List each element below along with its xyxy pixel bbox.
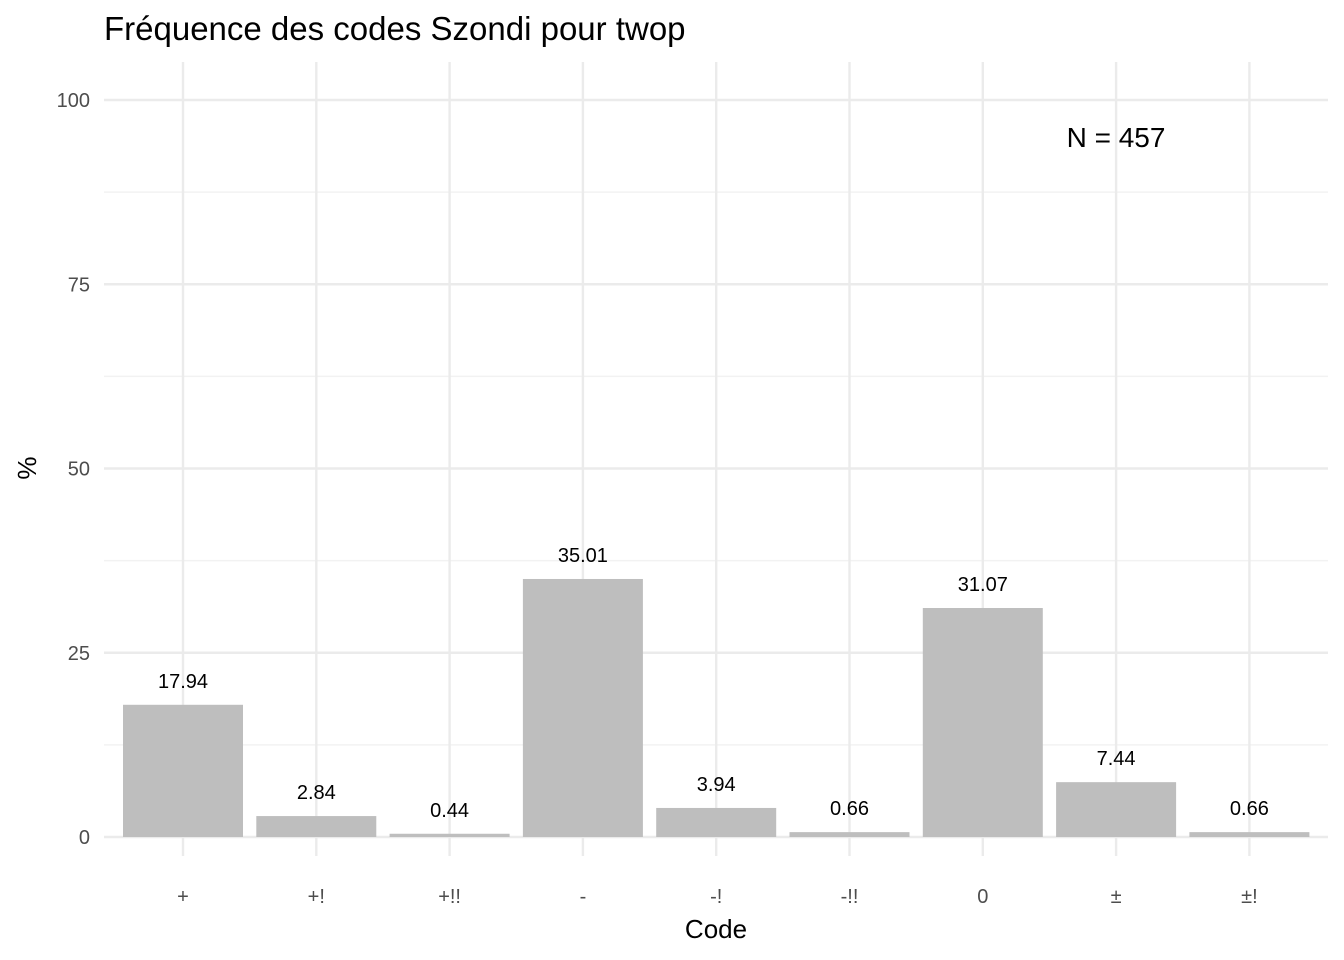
bar bbox=[256, 816, 377, 837]
y-tick-labels: 0 25 50 75 100 bbox=[57, 90, 90, 849]
bar bbox=[656, 807, 777, 837]
data-label: 0.66 bbox=[830, 798, 869, 820]
y-tick-label: 0 bbox=[79, 827, 90, 849]
y-tick-label: 75 bbox=[68, 274, 90, 296]
bar bbox=[922, 608, 1043, 837]
data-label: 7.44 bbox=[1097, 748, 1136, 770]
data-label: 35.01 bbox=[558, 545, 608, 567]
data-label: 0.44 bbox=[430, 800, 469, 822]
bar bbox=[123, 704, 243, 837]
data-labels: 17.94 2.84 0.44 35.01 3.94 0.66 31.07 7.44 0.66 bbox=[158, 545, 1269, 822]
x-tick-label: ± bbox=[1111, 886, 1122, 908]
x-tick-label: 0 bbox=[977, 886, 988, 908]
grid bbox=[104, 62, 1328, 856]
x-tick-label: -! bbox=[710, 886, 722, 908]
bar bbox=[389, 833, 510, 837]
y-tick-label: 50 bbox=[68, 459, 90, 481]
sample-size-annotation: N = 457 bbox=[1067, 122, 1166, 153]
data-label: 3.94 bbox=[697, 774, 736, 796]
data-label: 31.07 bbox=[958, 574, 1008, 596]
y-tick-label: 100 bbox=[57, 90, 90, 112]
bar bbox=[789, 832, 910, 837]
x-tick-label: +! bbox=[308, 886, 325, 908]
chart-title: Fréquence des codes Szondi pour twop bbox=[104, 10, 686, 47]
y-axis-title: % bbox=[12, 456, 42, 479]
x-tick-label: +!! bbox=[438, 886, 461, 908]
x-axis-title: Code bbox=[685, 914, 747, 944]
data-label: 2.84 bbox=[297, 782, 336, 804]
x-tick-labels: + +! +!! - -! -!! 0 ± ±! bbox=[177, 886, 1258, 908]
x-tick-label: - bbox=[580, 886, 587, 908]
x-tick-label: -!! bbox=[841, 886, 859, 908]
bar bbox=[522, 578, 643, 837]
y-tick-label: 25 bbox=[68, 643, 90, 665]
x-tick-label: ±! bbox=[1241, 886, 1258, 908]
data-label: 0.66 bbox=[1230, 798, 1269, 820]
bars bbox=[123, 578, 1310, 837]
bar bbox=[1056, 782, 1177, 837]
bar bbox=[1189, 832, 1310, 837]
data-label: 17.94 bbox=[158, 671, 208, 693]
x-tick-label: + bbox=[177, 886, 189, 908]
